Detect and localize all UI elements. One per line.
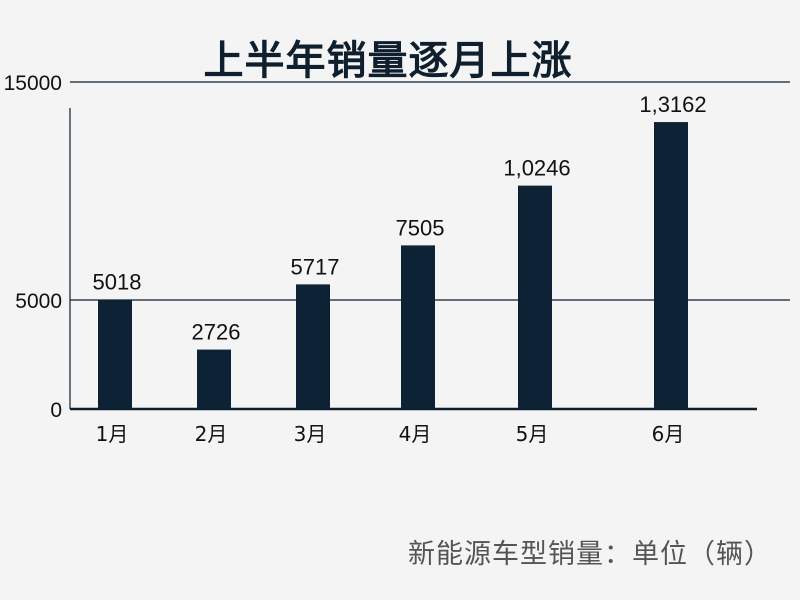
bar-value-label: 5018	[93, 270, 142, 295]
bar-value-label: 5717	[291, 254, 340, 279]
bar-1	[98, 299, 132, 409]
x-tick-label: 2月	[195, 422, 228, 446]
y-tick-label: 15000	[4, 72, 62, 95]
bar-3	[296, 284, 330, 409]
x-tick-label: 3月	[294, 422, 327, 446]
bar-4	[401, 245, 435, 409]
bar-6	[654, 122, 688, 410]
x-tick-label: 6月	[652, 422, 685, 446]
chart-title: 上半年销量逐月上涨	[203, 38, 573, 84]
unit-note: 新能源车型销量：单位（辆）	[408, 539, 772, 570]
bar-2	[197, 349, 231, 409]
x-tick-label: 4月	[399, 422, 432, 446]
bar-5	[518, 185, 552, 409]
bar-value-label: 7505	[396, 215, 445, 240]
bar-value-label: 1,0246	[503, 156, 570, 181]
y-tick-label: 5000	[15, 290, 62, 313]
bar-value-label: 1,3162	[639, 92, 706, 117]
bar-value-label: 2726	[192, 320, 241, 345]
y-tick-label: 0	[50, 399, 62, 422]
x-tick-label: 5月	[516, 422, 549, 446]
x-tick-label: 1月	[96, 422, 129, 446]
